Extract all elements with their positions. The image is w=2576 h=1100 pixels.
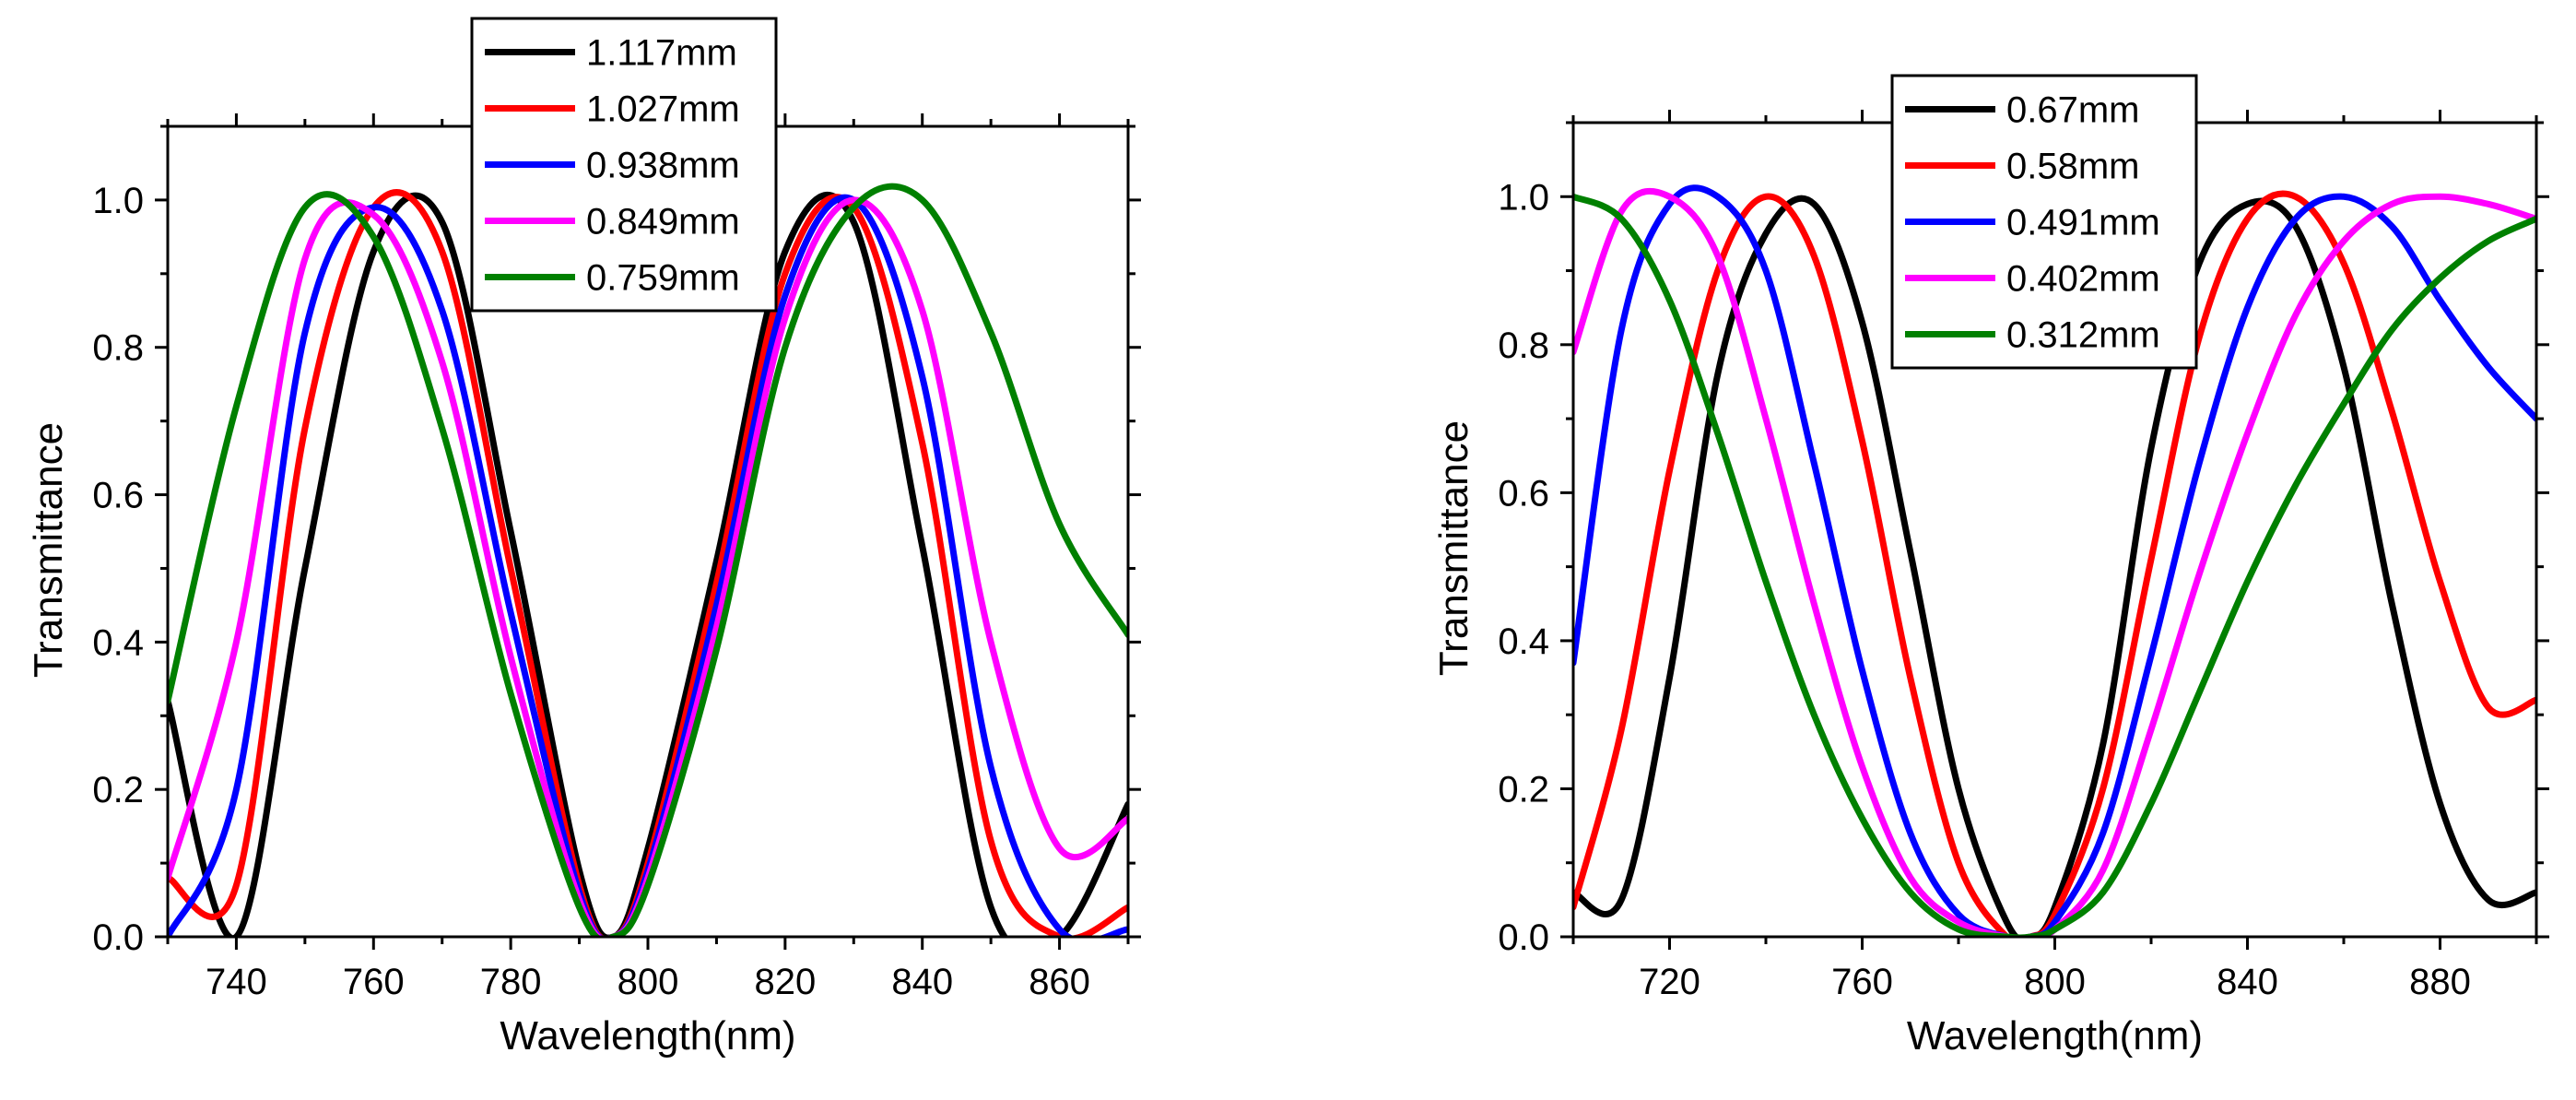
legend-label: 0.67mm	[2006, 90, 2140, 131]
y-tick-label: 0.2	[92, 770, 144, 810]
y-tick-label: 1.0	[92, 181, 144, 221]
y-tick-label: 0.4	[1498, 621, 1549, 662]
legend-label: 0.312mm	[2006, 315, 2160, 356]
x-tick-label: 880	[2409, 962, 2471, 1002]
legend-label: 0.938mm	[586, 146, 740, 186]
x-tick-label: 760	[1831, 962, 1893, 1002]
y-tick-label: 0.0	[92, 917, 144, 958]
y-tick-label: 0.8	[92, 328, 144, 369]
x-tick-label: 740	[206, 962, 267, 1002]
y-tick-label: 0.8	[1498, 325, 1549, 366]
x-tick-label: 840	[891, 962, 953, 1002]
legend-label: 0.58mm	[2006, 147, 2140, 187]
x-tick-label: 800	[2024, 962, 2086, 1002]
y-tick-label: 0.2	[1498, 769, 1549, 810]
legend-label: 0.402mm	[2006, 259, 2160, 300]
x-tick-label: 720	[1639, 962, 1700, 1002]
series-group	[168, 183, 1128, 937]
right-transmittance-chart: 720 760 800 840 880 0.0 0.2 0.4 0.6 0.8 1.0 Wavelen…	[1431, 74, 2549, 1059]
legend: 1.117mm 1.027mm 0.938mm 0.849mm 0.759mm	[470, 17, 778, 313]
x-axis-title: Wavelength(nm)	[500, 1013, 795, 1059]
series-line-0.759mm	[168, 183, 1128, 937]
y-tick-label: 0.6	[92, 476, 144, 516]
y-tick-label: 0.6	[1498, 473, 1549, 514]
legend: 0.67mm 0.58mm 0.491mm 0.402mm 0.312mm	[1890, 74, 2198, 370]
y-tick-label: 1.0	[1498, 177, 1549, 218]
legend-label: 0.491mm	[2006, 203, 2160, 243]
legend-label: 0.849mm	[586, 202, 740, 242]
legend-label: 1.117mm	[586, 33, 737, 74]
series-line-0.491mm	[1573, 184, 2536, 937]
legend-label: 1.027mm	[586, 89, 740, 130]
x-tick-label: 820	[754, 962, 816, 1002]
y-tick-label: 0.0	[1498, 917, 1549, 958]
y-axis-title: Transmittance	[1431, 420, 1476, 676]
left-transmittance-chart: 740 760 780 800 820 840 860 0.0 0.2 0.4 0.6 0.8 1.0 W…	[26, 17, 1141, 1059]
x-tick-label: 780	[480, 962, 542, 1002]
x-axis-title: Wavelength(nm)	[1907, 1013, 2203, 1059]
legend-label: 0.759mm	[586, 258, 740, 299]
y-axis-title: Transmittance	[26, 422, 71, 678]
x-tick-label: 800	[618, 962, 679, 1002]
x-tick-label: 760	[343, 962, 405, 1002]
y-tick-label: 0.4	[92, 622, 144, 663]
x-tick-label: 860	[1029, 962, 1090, 1002]
x-tick-label: 840	[2217, 962, 2278, 1002]
